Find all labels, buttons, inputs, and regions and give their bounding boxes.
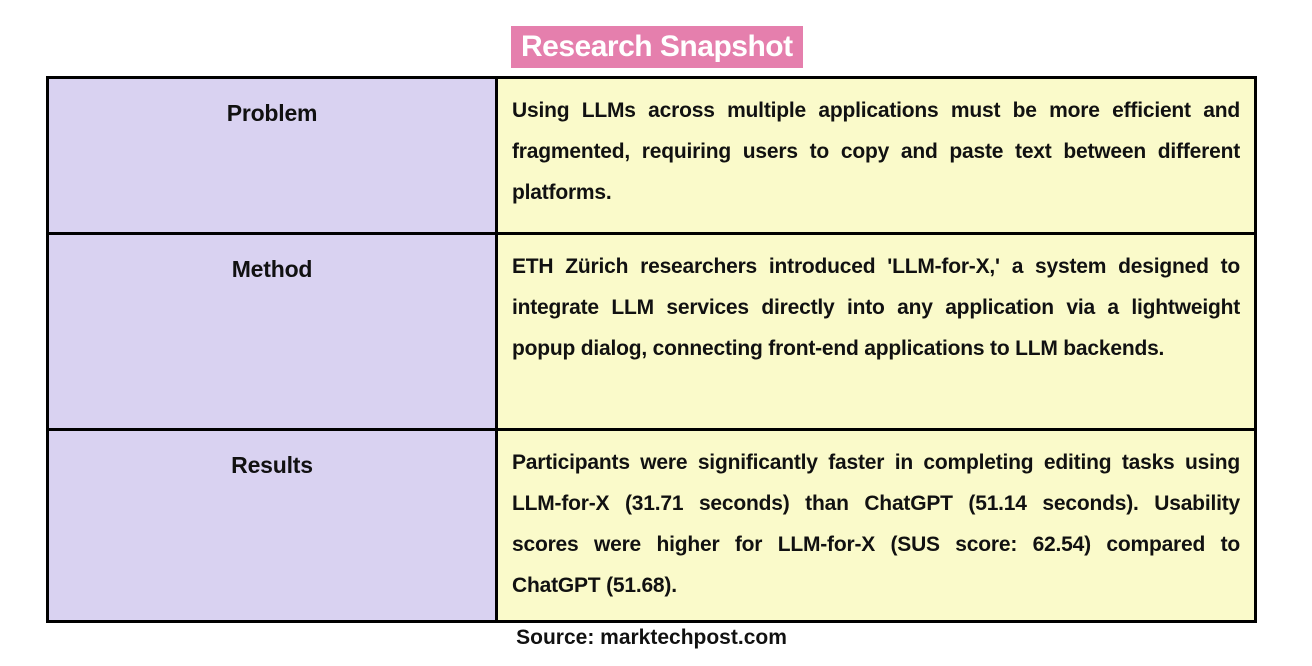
row-label-method: Method [46, 232, 498, 431]
row-content-method: ETH Zürich researchers introduced 'LLM-f… [495, 232, 1257, 431]
table-row-method: Method ETH Zürich researchers introduced… [46, 232, 1257, 431]
row-content-results: Participants were significantly faster i… [495, 428, 1257, 623]
page-title: Research Snapshot [511, 26, 803, 68]
research-snapshot-table: Problem Using LLMs across multiple appli… [46, 76, 1257, 623]
table-row-problem: Problem Using LLMs across multiple appli… [46, 76, 1257, 235]
row-label-results: Results [46, 428, 498, 623]
source-attribution: Source: marktechpost.com [516, 626, 787, 649]
row-label-problem: Problem [46, 76, 498, 235]
row-content-problem: Using LLMs across multiple applications … [495, 76, 1257, 235]
table-row-results: Results Participants were significantly … [46, 428, 1257, 623]
